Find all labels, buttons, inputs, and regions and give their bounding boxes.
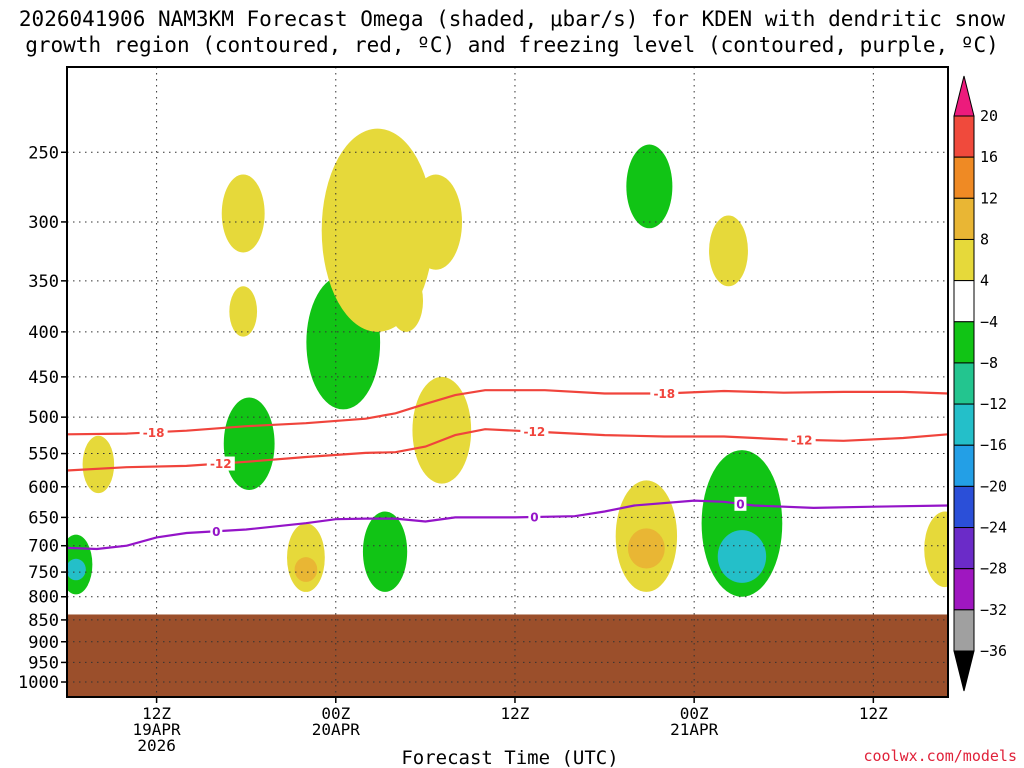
omega-region-4 [229,286,258,337]
plot-area: -18 -18 -12 -12 -12 0 0 0 [67,67,948,697]
contour-label-bg-0-3 [734,496,747,511]
contour-label--18-2: -18 [653,387,675,401]
omega-region-5 [223,397,275,490]
contour-label-bg--12-2 [520,424,549,439]
omega-core-2 [67,558,86,581]
x-tick-label-18-1: 00Z [321,704,350,723]
colorbar-bin-11 [953,527,975,570]
x-tick-label-6-1: 12Z [142,704,171,723]
site-credit: coolwx.com/models [863,747,1017,765]
colorbar: 20 16 12 8 4 −4 −8 −12 −16 −20 −24 −28 −32 −36 [953,75,1007,692]
y-tick-label-650: 650 [28,508,59,528]
omega-region-3 [221,174,265,253]
contour-label-bg--12-1 [206,456,235,471]
colorbar-label-11: −24 [980,519,1007,537]
colorbar-label-1: 20 [980,107,998,125]
plot-content: -18 -18 -12 -12 -12 0 0 0 [67,67,948,697]
contour-label-0-1: 0 [212,525,220,539]
colorbar-label-5: 4 [980,272,989,290]
omega-core-13 [627,528,665,569]
colorbar-bottom-arrow [953,650,975,692]
colorbar-label-4: 8 [980,230,989,248]
omega-region-15 [709,215,748,287]
x-tick-label-30-1: 12Z [501,704,530,723]
y-tick-label-500: 500 [28,408,59,428]
x-axis-label: Forecast Time (UTC) [401,747,618,768]
omega-region-1 [82,435,115,494]
colorbar-bin-2 [953,156,975,199]
contour-label-bg-0-1 [210,524,223,539]
colorbar-label-9: −16 [980,436,1007,454]
omega-region-17 [924,511,948,588]
y-tick-label-1000: 1000 [18,673,59,693]
x-tick-label-6-2: 19APR [133,720,182,739]
y-tick-label-300: 300 [28,213,59,233]
colorbar-bin-10 [953,485,975,529]
y-tick-label-550: 550 [28,445,59,465]
terrain-fill [67,614,948,697]
y-tick-label-450: 450 [28,368,59,388]
x-tick-label-54-1: 12Z [859,704,888,723]
colorbar-bin-1 [953,115,975,158]
omega-region-9 [388,269,424,332]
y-tick-label-850: 850 [28,611,59,631]
colorbar-top-arrow [953,75,975,117]
contour-label-bg--18-2 [650,386,679,401]
contour-line--12 [67,428,948,472]
y-tick-label-600: 600 [28,478,59,498]
colorbar-bin-4 [953,238,975,282]
y-tick-label-800: 800 [28,588,59,608]
y-tick-label-350: 350 [28,272,59,292]
colorbar-bin-3 [953,197,975,240]
contour-label-0-2: 0 [530,511,538,525]
x-tick-label-42-1: 00Z [680,704,709,723]
colorbar-label-14: −36 [980,642,1007,660]
y-tick-label-400: 400 [28,323,59,343]
axes: 2503003504004505005506006507007508008509… [18,66,949,755]
contour-label--12-1: -12 [210,457,232,471]
contour-label--18-1: -18 [143,426,165,440]
colorbar-label-10: −20 [980,477,1007,495]
colorbar-label-13: −32 [980,601,1007,619]
colorbar-label-6: −4 [980,313,998,331]
contour-line--18 [67,389,948,436]
chart-title-line-2: growth region (contoured, red, ºC) and f… [25,33,999,57]
contour-label--12-3: -12 [791,433,813,447]
contour-line-0 [67,499,948,551]
colorbar-bin-5 [953,280,975,323]
omega-region-14 [626,144,673,229]
colorbar-label-8: −12 [980,395,1007,413]
colorbar-label-2: 16 [980,148,998,166]
omega-region-10 [409,174,463,270]
x-tick-label-42-2: 21APR [670,720,719,739]
plot-frame [66,66,949,698]
colorbar-label-3: 12 [980,189,998,207]
y-tick-label-750: 750 [28,563,59,583]
contour-label-bg--18-1 [139,425,168,440]
x-tick-label-6-3: 2026 [137,736,176,755]
y-tick-label-700: 700 [28,537,59,557]
colorbar-bin-9 [953,444,975,487]
contour-label-bg--12-3 [787,432,816,447]
y-tick-label-250: 250 [28,143,59,163]
colorbar-bin-13 [953,609,975,652]
colorbar-label-12: −28 [980,560,1007,578]
colorbar-bin-7 [953,362,975,405]
y-tick-label-900: 900 [28,633,59,653]
contour-label-bg-0-2 [528,510,541,525]
omega-core-16 [717,530,767,583]
contour-label--12-2: -12 [524,425,546,439]
colorbar-bin-6 [953,321,975,364]
chart-title-line-1: 2026041906 NAM3KM Forecast Omega (shaded… [19,7,1006,31]
colorbar-bin-8 [953,403,975,446]
colorbar-label-7: −8 [980,354,998,372]
colorbar-bin-12 [953,568,975,611]
y-tick-label-950: 950 [28,653,59,673]
omega-region-12 [362,511,408,592]
omega-core-6 [294,557,318,582]
contour-label-0-3: 0 [736,497,744,511]
x-tick-label-18-2: 20APR [312,720,361,739]
